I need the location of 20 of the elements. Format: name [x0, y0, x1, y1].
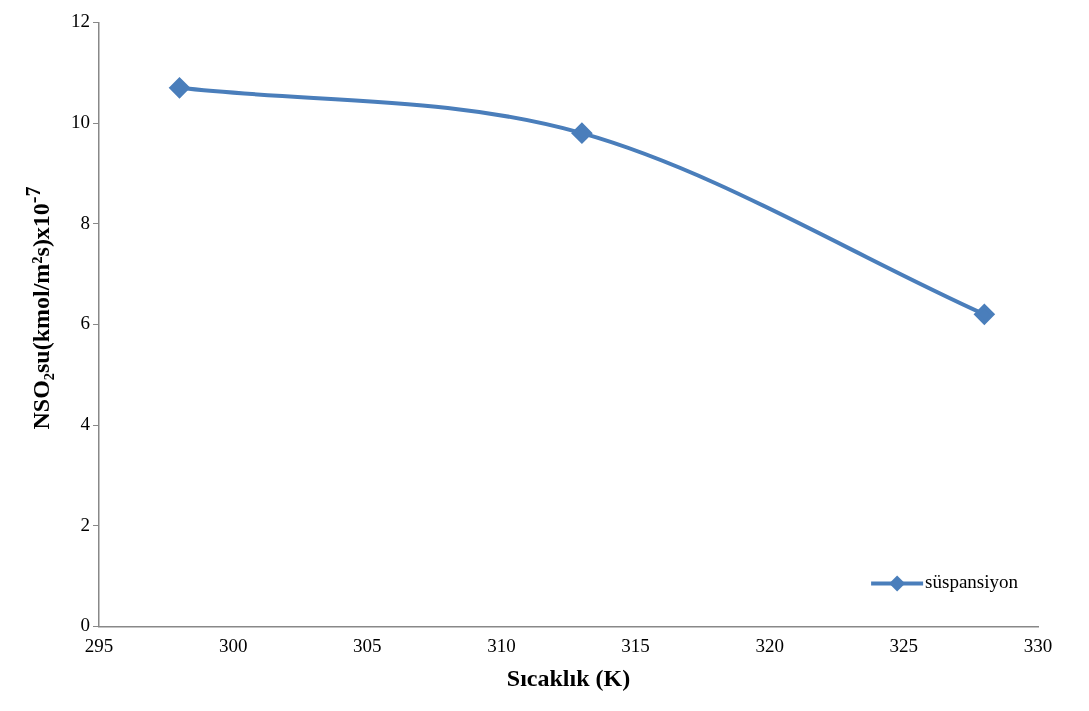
y-tick-label: 6 [80, 312, 90, 334]
y-tick-label: 0 [80, 614, 90, 636]
x-axis-title: Sıcaklık (K) [506, 664, 631, 691]
point [169, 77, 190, 98]
x-tick-label: 315 [621, 634, 650, 656]
x-tick-label: 300 [218, 634, 248, 656]
y-tick-label: 4 [80, 413, 91, 435]
y-tick-label: 10 [71, 111, 90, 133]
x-tick-label: 305 [353, 634, 382, 656]
legend-label: süspansiyon [925, 571, 1019, 593]
x-tick-label: 325 [889, 634, 919, 656]
x-tick-label: 295 [84, 634, 114, 656]
y-tick-label: 12 [71, 10, 90, 32]
y-tick-label: 2 [80, 513, 90, 535]
y-tick-label: 8 [80, 211, 90, 233]
point [974, 304, 995, 325]
x-tick-label: 330 [1023, 634, 1053, 656]
x-tick-label: 320 [755, 634, 784, 656]
point [571, 123, 592, 144]
x-tick-label: 310 [487, 634, 516, 656]
